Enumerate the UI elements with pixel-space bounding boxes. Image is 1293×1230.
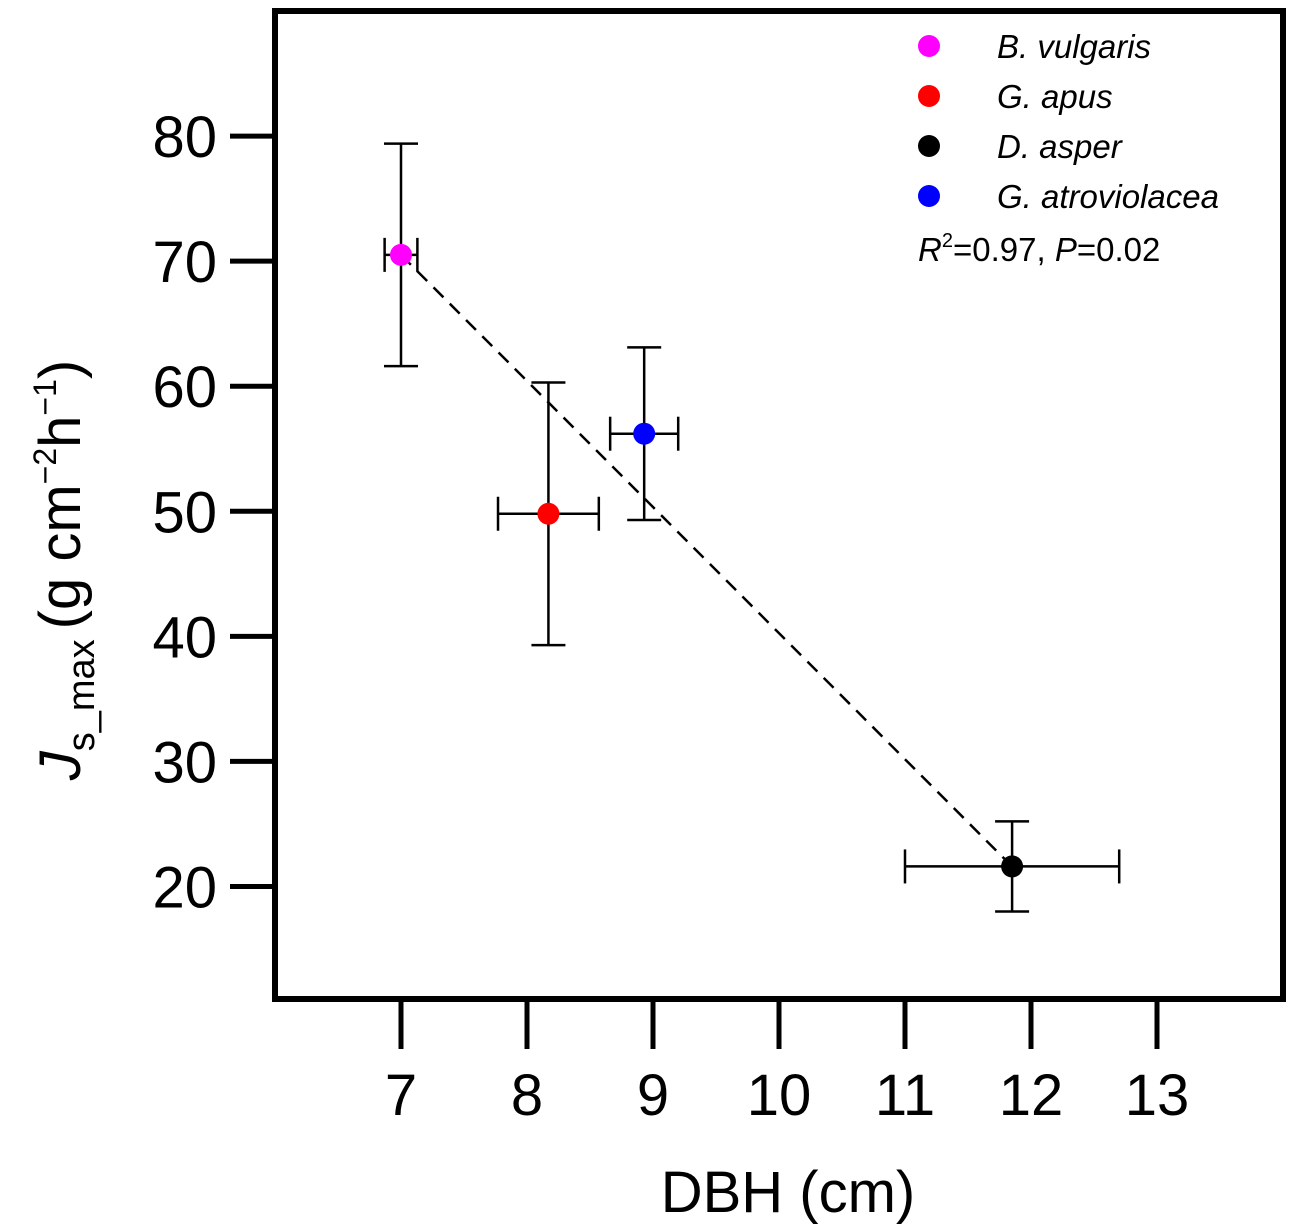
legend-marker <box>918 85 940 107</box>
r-squared-exponent: 2 <box>942 230 953 252</box>
y-tick-label: 40 <box>152 605 217 670</box>
plot-frame <box>272 8 1286 1002</box>
legend-label: D. asper <box>997 128 1124 165</box>
p-symbol: P <box>1055 231 1077 268</box>
x-tick-label: 13 <box>1125 1063 1190 1128</box>
legend-marker <box>918 35 940 57</box>
y-axis-units-close: ) <box>28 360 93 379</box>
x-tick-label: 12 <box>999 1063 1064 1128</box>
data-point <box>633 422 656 445</box>
data-point <box>537 502 560 525</box>
legend-label: G. atroviolacea <box>997 178 1219 215</box>
x-tick-label: 10 <box>747 1063 812 1128</box>
x-tick-label: 11 <box>875 1063 935 1128</box>
r-squared-value: =0.97, <box>953 231 1055 268</box>
legend-marker <box>918 135 940 157</box>
p-value: =0.02 <box>1077 231 1161 268</box>
y-tick-label: 20 <box>152 855 217 920</box>
x-axis-label: DBH (cm) <box>661 1160 916 1225</box>
legend-marker <box>918 185 940 207</box>
x-tick-label: 7 <box>385 1063 417 1128</box>
y-tick-label: 70 <box>152 230 217 295</box>
y-axis-label: Js_max (g cm−2h−1) <box>27 360 103 781</box>
y-axis-exponent-2: −1 <box>27 379 63 415</box>
stats-annotation: R2=0.97, P=0.02 <box>918 230 1160 268</box>
y-axis-exponent-1: −2 <box>27 448 63 484</box>
y-tick-label: 60 <box>152 355 217 420</box>
legend-label: B. vulgaris <box>997 28 1151 65</box>
y-tick-label: 80 <box>152 105 217 170</box>
y-tick-label: 50 <box>152 480 217 545</box>
x-tick-label: 9 <box>637 1063 669 1128</box>
y-axis-units-h: h <box>28 416 93 448</box>
data-point <box>390 243 412 266</box>
data-point <box>1001 855 1024 878</box>
y-axis-units: (g cm <box>28 484 93 629</box>
legend-label: G. apus <box>997 78 1113 115</box>
y-axis-symbol: J <box>28 750 93 781</box>
regression-line <box>400 253 1013 868</box>
y-axis-subscript: s_max <box>61 639 103 751</box>
y-tick-label: 30 <box>152 730 217 795</box>
x-tick-label: 8 <box>511 1063 543 1128</box>
r-squared-symbol: R <box>918 231 942 268</box>
